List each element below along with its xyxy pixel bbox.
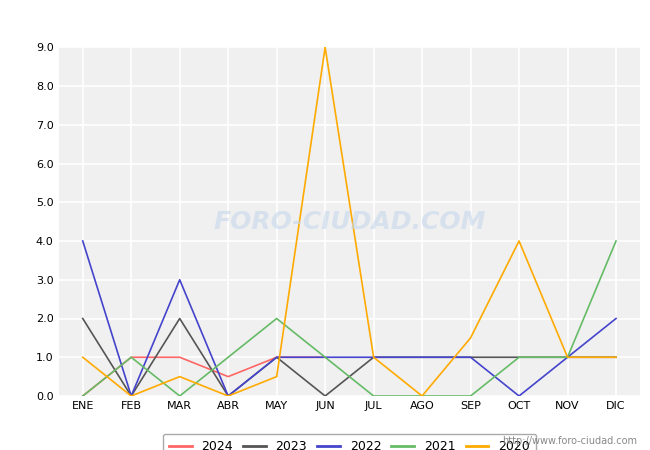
- 2022: [370, 355, 378, 360]
- 2020: [418, 393, 426, 399]
- Line: 2020: 2020: [83, 47, 616, 396]
- 2022: [224, 393, 232, 399]
- 2022: [467, 355, 474, 360]
- 2023: [321, 393, 329, 399]
- 2023: [564, 355, 571, 360]
- 2022: [418, 355, 426, 360]
- 2022: [176, 277, 183, 283]
- Line: 2023: 2023: [83, 319, 616, 396]
- 2021: [612, 238, 620, 244]
- Legend: 2024, 2023, 2022, 2021, 2020: 2024, 2023, 2022, 2021, 2020: [162, 434, 536, 450]
- 2022: [612, 316, 620, 321]
- 2021: [273, 316, 281, 321]
- 2023: [515, 355, 523, 360]
- 2020: [370, 355, 378, 360]
- 2021: [176, 393, 183, 399]
- 2021: [79, 393, 86, 399]
- 2023: [176, 316, 183, 321]
- Text: Matriculaciones de Vehiculos en Gomecello: Matriculaciones de Vehiculos en Gomecell…: [151, 16, 499, 31]
- 2020: [127, 393, 135, 399]
- 2021: [370, 393, 378, 399]
- 2022: [564, 355, 571, 360]
- 2022: [515, 393, 523, 399]
- 2021: [321, 355, 329, 360]
- Line: 2022: 2022: [83, 241, 616, 396]
- 2022: [79, 238, 86, 244]
- 2020: [467, 335, 474, 341]
- 2020: [79, 355, 86, 360]
- 2020: [515, 238, 523, 244]
- 2020: [612, 355, 620, 360]
- 2021: [564, 355, 571, 360]
- 2021: [515, 355, 523, 360]
- 2022: [321, 355, 329, 360]
- 2022: [273, 355, 281, 360]
- 2020: [321, 45, 329, 50]
- 2023: [127, 393, 135, 399]
- 2023: [370, 355, 378, 360]
- 2020: [224, 393, 232, 399]
- 2022: [127, 393, 135, 399]
- 2020: [273, 374, 281, 379]
- 2023: [467, 355, 474, 360]
- 2020: [176, 374, 183, 379]
- 2021: [127, 355, 135, 360]
- 2023: [612, 355, 620, 360]
- Line: 2021: 2021: [83, 241, 616, 396]
- 2020: [564, 355, 571, 360]
- 2023: [418, 355, 426, 360]
- 2021: [224, 355, 232, 360]
- 2021: [418, 393, 426, 399]
- 2023: [79, 316, 86, 321]
- 2023: [273, 355, 281, 360]
- 2023: [224, 393, 232, 399]
- Text: http://www.foro-ciudad.com: http://www.foro-ciudad.com: [502, 436, 637, 446]
- 2021: [467, 393, 474, 399]
- Text: FORO-CIUDAD.COM: FORO-CIUDAD.COM: [213, 210, 486, 234]
